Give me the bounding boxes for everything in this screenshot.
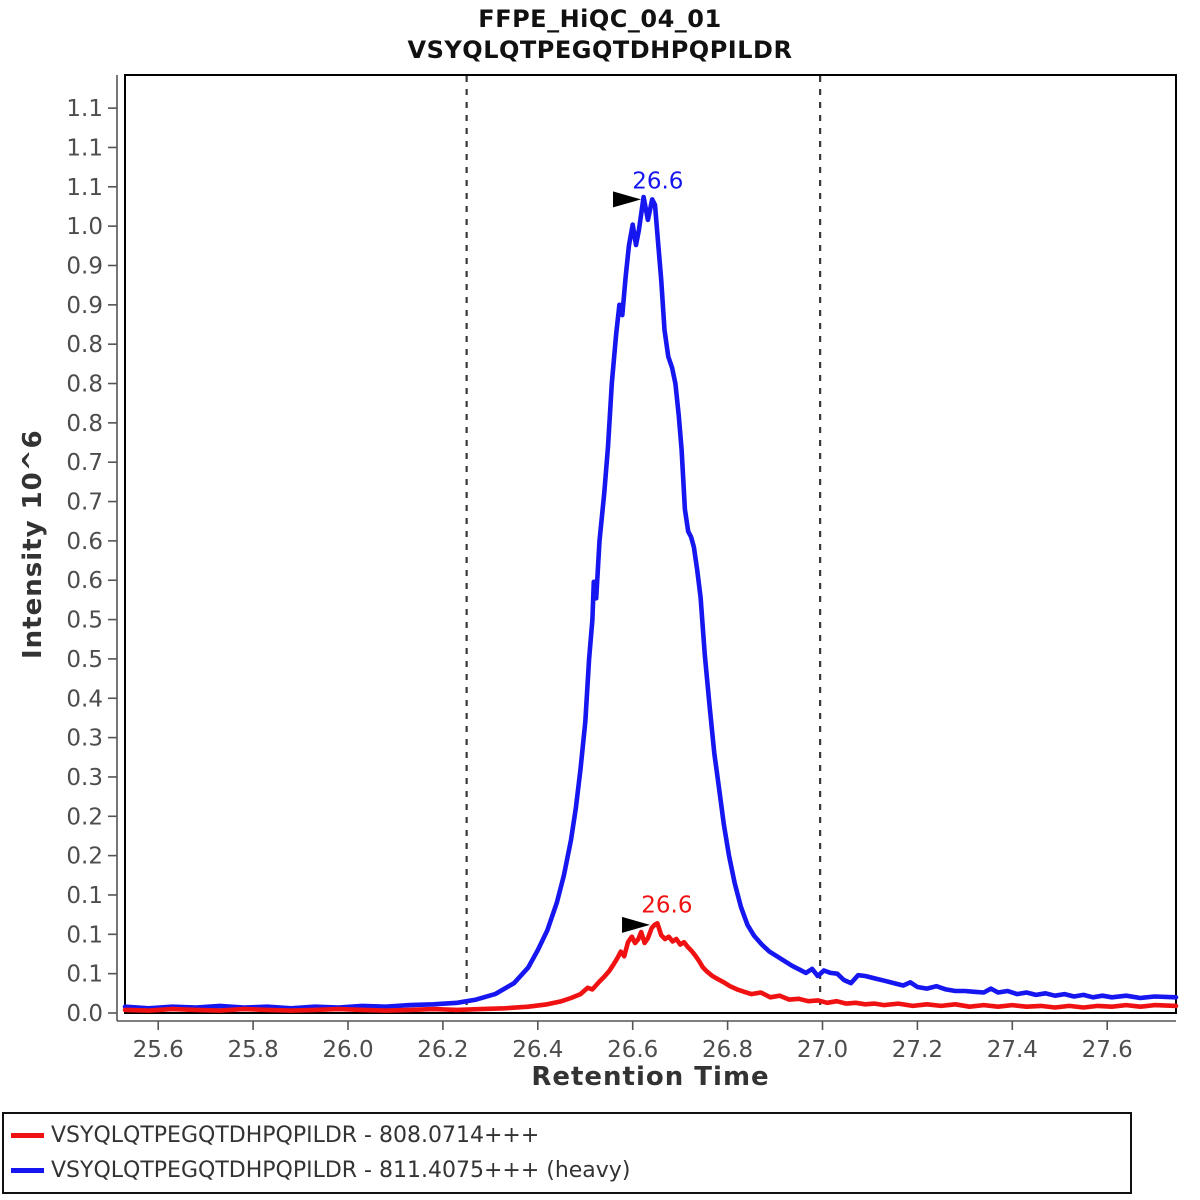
y-tick-label: 0.0 [66, 1001, 103, 1027]
y-tick-label: 0.8 [66, 372, 103, 398]
y-tick-label: 0.1 [66, 922, 103, 948]
y-tick-label: 0.7 [66, 490, 103, 516]
light-chromatogram-trace [122, 920, 1179, 1013]
y-tick-label: 0.3 [66, 726, 103, 752]
chart-title: FFPE_HiQC_04_01 VSYQLQTPEGQTDHPQPILDR [0, 4, 1200, 65]
y-tick-label: 0.8 [66, 411, 103, 437]
x-axis-label: Retention Time [531, 1062, 770, 1092]
y-tick-label: 1.1 [66, 175, 103, 201]
plot-frame [124, 74, 1177, 1014]
x-tick-label: 27.6 [1082, 1037, 1133, 1063]
x-tick-label: 25.8 [228, 1037, 279, 1063]
y-tick-label: 0.5 [66, 608, 103, 634]
legend-item-light-label: VSYQLQTPEGQTDHPQPILDR - 808.0714+++ [51, 1123, 540, 1148]
y-tick-label: 0.1 [66, 962, 103, 988]
x-tick-label: 27.2 [892, 1037, 943, 1063]
x-tick-label: 26.4 [512, 1037, 563, 1063]
chart-title-run: FFPE_HiQC_04_01 [478, 5, 722, 33]
heavy-series-line-swatch [11, 1168, 44, 1173]
light-series-line-swatch [11, 1133, 44, 1138]
y-tick-label: 0.9 [66, 253, 103, 279]
y-tick-label: 0.4 [66, 686, 103, 712]
y-tick-label: 1.1 [66, 96, 103, 122]
peak-arrow-icon [613, 191, 642, 208]
x-tick-label: 27.0 [797, 1037, 848, 1063]
y-tick-label: 0.9 [66, 293, 103, 319]
light-peak-rt-label: 26.6 [641, 892, 692, 918]
x-tick-label: 26.8 [702, 1037, 753, 1063]
y-tick-label: 0.3 [66, 765, 103, 791]
y-tick-label: 0.6 [66, 568, 103, 594]
y-tick-label: 0.2 [66, 804, 103, 830]
legend: VSYQLQTPEGQTDHPQPILDR - 808.0714+++ VSYQ… [2, 1112, 1132, 1194]
y-tick-label: 0.1 [66, 883, 103, 909]
x-tick-label: 25.6 [133, 1037, 184, 1063]
x-tick-label: 27.4 [987, 1037, 1038, 1063]
y-tick-label: 0.7 [66, 450, 103, 476]
y-tick-label: 0.6 [66, 529, 103, 555]
heavy-peak-rt-label: 26.6 [632, 169, 683, 195]
y-tick-label: 0.5 [66, 647, 103, 673]
y-tick-label: 0.8 [66, 332, 103, 358]
x-tick-label: 26.6 [607, 1037, 658, 1063]
legend-item-heavy: VSYQLQTPEGQTDHPQPILDR - 811.4075+++ (hea… [4, 1158, 1130, 1183]
x-tick-label: 26.2 [417, 1037, 468, 1063]
x-tick-label: 26.0 [322, 1037, 373, 1063]
y-tick-label: 1.1 [66, 135, 103, 161]
heavy-chromatogram-trace [122, 194, 1179, 1011]
legend-item-heavy-label: VSYQLQTPEGQTDHPQPILDR - 811.4075+++ (hea… [51, 1158, 631, 1183]
peak-arrow-icon [622, 916, 651, 933]
chart-title-peptide: VSYQLQTPEGQTDHPQPILDR [407, 35, 793, 64]
legend-item-light: VSYQLQTPEGQTDHPQPILDR - 808.0714+++ [4, 1123, 1130, 1148]
y-tick-label: 0.2 [66, 844, 103, 870]
y-tick-label: 1.0 [66, 214, 103, 240]
